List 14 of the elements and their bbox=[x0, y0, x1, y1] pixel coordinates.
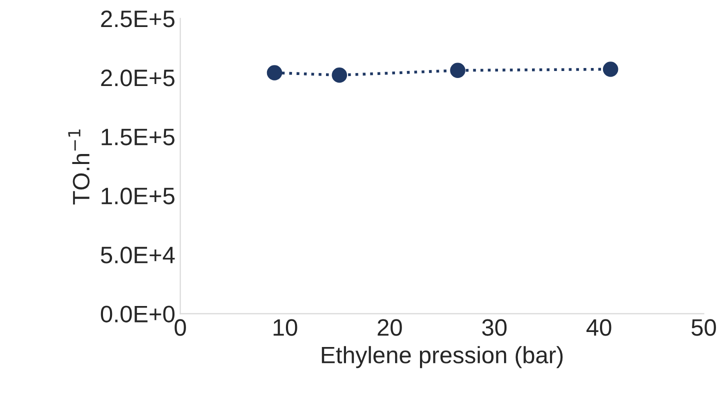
x-tick-label: 0 bbox=[174, 319, 186, 336]
y-axis-title: TO.h$^{−1}$ bbox=[68, 129, 90, 204]
y-tick-label: 1.0E+5 bbox=[102, 188, 174, 204]
y-tick-label: 2.5E+5 bbox=[101, 10, 174, 28]
y-tick-label: 0.0E+0 bbox=[100, 306, 175, 322]
x-tick-label: 10 bbox=[274, 319, 298, 336]
x-tick-label: 20 bbox=[378, 319, 402, 336]
y-tick-label: 5.0E+4 bbox=[100, 246, 175, 264]
y-tick-label: 2.0E+5 bbox=[101, 70, 174, 86]
x-tick-label: 40 bbox=[586, 319, 612, 336]
x-tick-label: 50 bbox=[692, 319, 716, 336]
x-axis-title: Ethylene pression (bar) bbox=[322, 346, 563, 368]
y-tick-label: 1.5E+5 bbox=[102, 128, 174, 146]
x-tick-label: 30 bbox=[482, 319, 507, 336]
